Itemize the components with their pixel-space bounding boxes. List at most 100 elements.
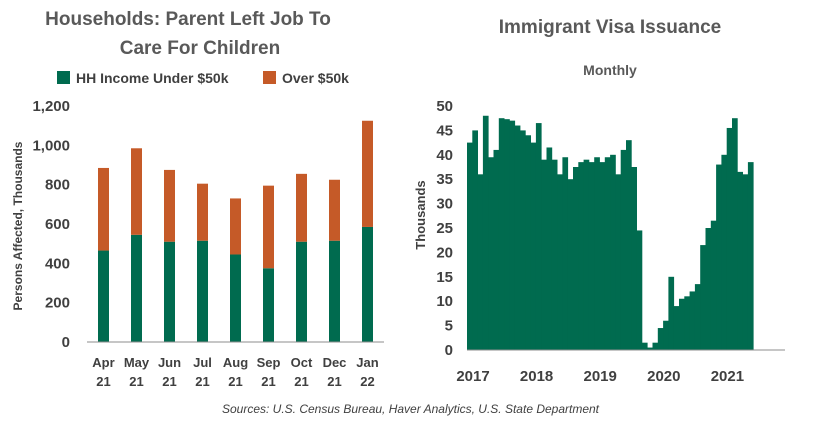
- visa-month-0: [467, 142, 473, 350]
- visa-month-40: [679, 298, 685, 350]
- chart-title-line-1: Households: Parent Left Job To: [45, 9, 331, 30]
- visa-month-3: [482, 115, 489, 350]
- x-tick-month: May: [124, 355, 150, 370]
- y-tick-label: 600: [45, 216, 70, 233]
- x-tick-year: 21: [129, 374, 143, 389]
- bar-under-50k-3: [197, 240, 208, 342]
- bar-under-50k-0: [98, 250, 109, 342]
- visa-month-34: [647, 347, 653, 350]
- visa-month-37: [663, 320, 669, 350]
- visa-month-16: [551, 159, 558, 350]
- y-tick-label: 25: [436, 220, 453, 237]
- visa-month-44: [700, 245, 706, 350]
- x-axis-ticks: 2017 2018 2019 2020 2021: [456, 368, 744, 385]
- visa-month-33: [641, 342, 648, 350]
- visa-month-43: [694, 284, 701, 350]
- bar-over-50k-8: [362, 120, 373, 227]
- x-tick-year: 2017: [456, 368, 489, 385]
- y-axis-label: Thousands: [413, 180, 428, 249]
- visa-month-30: [626, 140, 632, 350]
- x-tick-month: Jun: [158, 355, 181, 370]
- x-tick-year: 21: [261, 374, 275, 389]
- visa-month-8: [509, 120, 516, 350]
- visa-month-10: [520, 130, 526, 350]
- visa-month-41: [684, 296, 690, 350]
- households-bar-chart: Households: Parent Left Job To Care For …: [11, 9, 384, 389]
- bar-over-50k-4: [230, 198, 241, 255]
- bar-over-50k-7: [329, 179, 340, 241]
- x-tick-month: Sep: [257, 355, 281, 370]
- visa-month-24: [594, 157, 600, 350]
- x-tick-month: Oct: [291, 355, 313, 370]
- y-tick-label: 35: [436, 171, 453, 188]
- legend-swatch-under-50k: [57, 71, 70, 84]
- bar-under-50k-1: [131, 234, 142, 342]
- visa-month-18: [562, 157, 569, 350]
- y-tick-label: 5: [445, 318, 453, 335]
- x-tick-month: Apr: [92, 355, 114, 370]
- visa-month-20: [573, 167, 579, 350]
- visa-area-chart: Immigrant Visa Issuance Monthly Thousand…: [413, 17, 785, 385]
- visa-month-6: [498, 118, 505, 350]
- y-tick-label: 1,000: [32, 137, 70, 154]
- x-tick-year: 21: [96, 374, 110, 389]
- chart-subtitle: Monthly: [583, 62, 637, 78]
- visa-month-27: [610, 154, 616, 350]
- visa-month-46: [710, 220, 717, 350]
- x-tick-month: Jan: [356, 355, 378, 370]
- visa-month-15: [546, 147, 553, 350]
- visa-month-53: [747, 162, 754, 350]
- bar-under-50k-2: [164, 241, 175, 342]
- x-tick-year: 21: [327, 374, 341, 389]
- visa-month-11: [525, 135, 531, 350]
- y-tick-label: 15: [436, 269, 453, 286]
- y-tick-label: 40: [436, 147, 453, 164]
- visa-month-50: [732, 118, 738, 350]
- visa-month-14: [541, 159, 547, 350]
- chart-immigrant-visa: Immigrant Visa Issuance Monthly Thousand…: [400, 0, 821, 400]
- legend-swatch-over-50k: [263, 71, 276, 84]
- x-tick-year: 2020: [647, 368, 680, 385]
- y-tick-label: 20: [436, 244, 453, 261]
- visa-month-2: [477, 174, 484, 350]
- bar-under-50k-6: [296, 241, 307, 342]
- y-tick-label: 30: [436, 196, 453, 213]
- visa-month-22: [583, 159, 590, 350]
- bar-under-50k-5: [263, 268, 274, 342]
- visa-month-32: [636, 230, 643, 350]
- x-tick-month: Jul: [193, 355, 212, 370]
- visa-month-25: [599, 162, 606, 350]
- visa-month-31: [631, 167, 637, 350]
- x-tick-year: 2021: [711, 368, 744, 385]
- visa-month-26: [604, 157, 611, 350]
- y-tick-label: 800: [45, 177, 70, 194]
- visa-month-17: [557, 174, 563, 350]
- x-tick-year: 21: [294, 374, 308, 389]
- visa-month-19: [567, 179, 574, 350]
- visa-month-38: [668, 276, 675, 350]
- visa-month-48: [721, 154, 728, 350]
- y-axis-label: Persons Affected, Thousands: [11, 141, 25, 310]
- bar-over-50k-1: [131, 148, 142, 235]
- visa-month-29: [620, 149, 627, 350]
- visa-month-52: [742, 174, 749, 350]
- visa-month-5: [493, 149, 500, 350]
- visa-month-47: [716, 164, 722, 350]
- bar-over-50k-0: [98, 167, 109, 251]
- visa-month-42: [689, 291, 696, 350]
- y-axis-ticks: 0 200 400 600 800 1,000 1,200: [32, 98, 70, 351]
- visa-month-23: [588, 162, 595, 350]
- source-note: Sources: U.S. Census Bureau, Haver Analy…: [221, 402, 600, 416]
- y-tick-label: 400: [45, 255, 70, 272]
- visa-month-4: [488, 157, 494, 350]
- visa-month-49: [726, 127, 733, 351]
- x-tick-month: Aug: [223, 355, 248, 370]
- y-tick-label: 1,200: [32, 98, 70, 115]
- y-tick-label: 45: [436, 122, 453, 139]
- legend-label-over-50k: Over $50k: [282, 70, 349, 86]
- bar-over-50k-6: [296, 173, 307, 242]
- x-tick-year: 22: [360, 374, 374, 389]
- visa-month-9: [514, 125, 521, 351]
- chart-title: Immigrant Visa Issuance: [499, 17, 721, 38]
- visa-month-13: [535, 123, 542, 350]
